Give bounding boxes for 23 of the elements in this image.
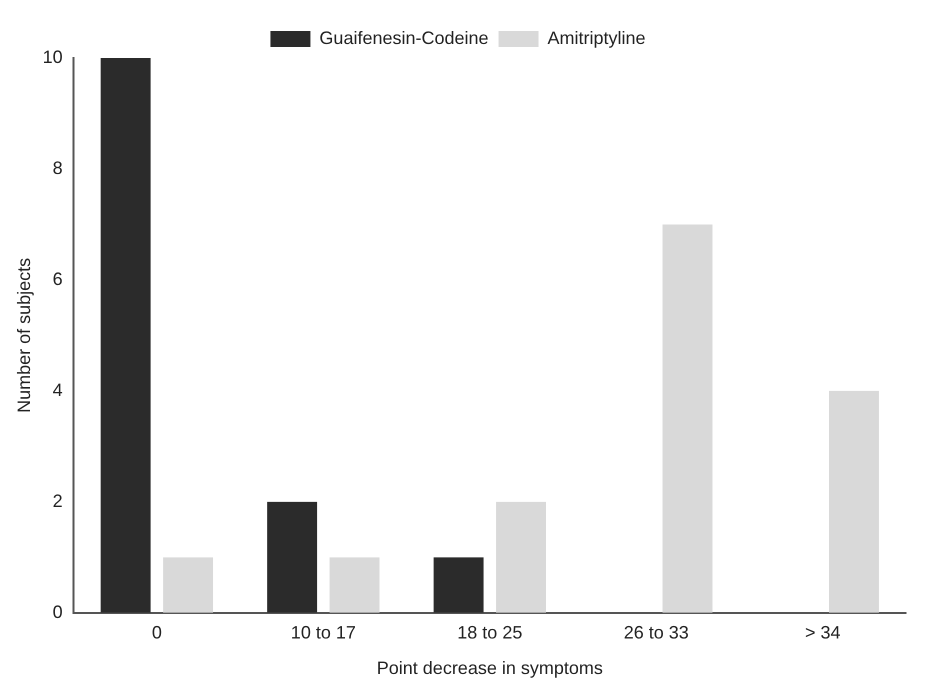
y-tick-label: 10: [42, 46, 63, 67]
x-tick-label: > 34: [804, 622, 841, 643]
x-tick-label: 10 to 17: [290, 622, 356, 643]
x-tick-label: 18 to 25: [457, 622, 522, 643]
bar: [163, 557, 214, 613]
y-axis-title: Number of subjects: [14, 258, 34, 413]
x-tick-label: 0: [152, 622, 162, 643]
y-tick-label: 4: [52, 380, 63, 400]
y-tick-label: 2: [52, 490, 63, 511]
bar: [434, 557, 484, 613]
bar: [100, 58, 151, 613]
y-tick-label: 6: [52, 268, 63, 289]
bar: [330, 557, 380, 613]
x-tick-label: 26 to 33: [624, 622, 689, 643]
legend-label: Amitriptyline: [548, 28, 646, 48]
y-tick-label: 0: [52, 602, 63, 622]
bar: [496, 502, 546, 613]
bar: [662, 224, 712, 613]
bar: [267, 502, 318, 613]
y-tick-label: 8: [52, 158, 63, 178]
legend-label: Guaifenesin-Codeine: [319, 28, 489, 48]
x-axis-title: Point decrease in symptoms: [376, 658, 603, 678]
bar: [829, 390, 879, 613]
